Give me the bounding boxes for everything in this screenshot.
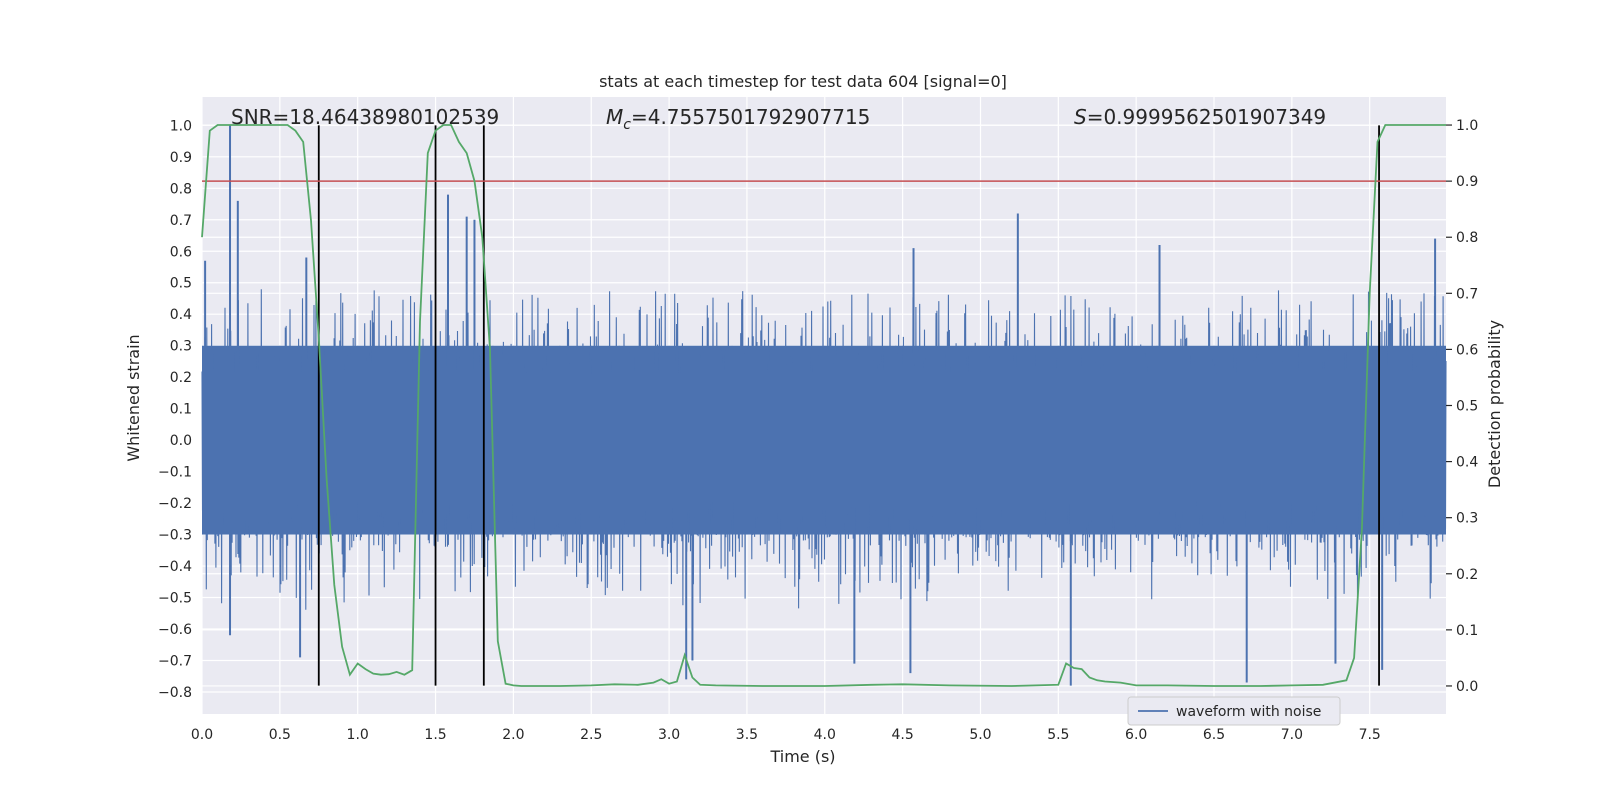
x-tick-label: 7.5 [1359,727,1381,743]
x-tick-label: 7.0 [1281,727,1303,743]
chart-title: stats at each timestep for test data 604… [599,72,1007,91]
y-tick-label: 0.8 [170,181,192,197]
y-tick-label: −0.5 [158,591,192,607]
boundary-lines [317,125,1380,686]
legend-box [1127,696,1341,726]
y-tick-label: −0.6 [158,622,192,638]
x-tick-label: 4.5 [891,727,913,743]
y-tick-label: −0.7 [158,653,192,669]
y-tick-label: −0.3 [158,528,192,544]
y2-axis-ticks: 0.0 0.1 0.2 0.3 0.4 0.5 0.6 0.7 0.8 0.9 1.0 [1446,118,1478,695]
x-tick-label: 5.5 [1047,727,1069,743]
y-axis-ticks: −0.8 −0.7 −0.6 −0.5 −0.4 −0.3 −0.2 −0.1 0.0 0.1 0.… [158,118,192,701]
y2-tick-label: 0.1 [1456,623,1478,639]
score-value: =0.9999562501907349 [1087,105,1326,129]
x-tick-label: 6.5 [1203,727,1225,743]
waveform-trace [201,289,1447,610]
y-tick-label: −0.8 [158,685,192,701]
y2-tick-label: 0.8 [1456,230,1478,246]
y2-tick-label: 0.9 [1456,174,1478,190]
score-symbol: S [1074,105,1087,129]
score-annotation: S=0.9999562501907349 [1074,105,1326,129]
x-tick-label: 6.0 [1125,727,1147,743]
y-tick-label: 0.9 [170,150,192,166]
y-tick-label: 0.4 [170,307,192,323]
chirp-mass-value: =4.7557501792907715 [631,105,870,129]
y2-axis-label: Detection probability [1485,320,1504,488]
chirp-mass-symbol: M [606,105,623,129]
y-tick-label: 0.2 [170,370,192,386]
y-tick-label: 0.6 [170,244,192,260]
y2-tick-label: 0.4 [1456,455,1478,471]
probability-line [201,124,1446,687]
y-tick-label: 0.3 [170,339,192,355]
x-tick-label: 1.5 [424,727,446,743]
x-axis-ticks: 0.0 0.5 1.0 1.5 2.0 2.5 3.0 3.5 4.0 4.5 5.0 5.5 6.0 6… [191,727,1381,743]
x-tick-label: 1.0 [347,727,369,743]
y2-tick-label: 0.7 [1456,286,1478,302]
x-tick-label: 0.5 [269,727,291,743]
x-tick-label: 0.0 [191,727,213,743]
y2-tick-label: 0.2 [1456,567,1478,583]
snr-annotation: SNR=18.46438980102539 [231,105,499,129]
y-tick-label: −0.4 [158,559,192,575]
y-tick-label: 0.0 [170,433,192,449]
waveform-series [201,125,1447,686]
x-tick-label: 2.0 [502,727,524,743]
y2-tick-label: 1.0 [1456,118,1478,134]
chirp-mass-annotation: Mc=4.7557501792907715 [606,105,870,133]
y-axis-label: Whitened strain [124,334,143,461]
y-tick-label: −0.2 [158,496,192,512]
y-tick-label: −0.1 [158,465,192,481]
x-tick-label: 3.5 [736,727,758,743]
y2-tick-label: 0.5 [1456,399,1478,415]
y-tick-label: 0.1 [170,402,192,418]
y2-tick-label: 0.3 [1456,511,1478,527]
x-tick-label: 5.0 [969,727,991,743]
chirp-mass-subscript: c [623,117,631,133]
y-tick-label: 0.7 [170,213,192,229]
y2-tick-label: 0.0 [1456,679,1478,695]
x-tick-label: 2.5 [580,727,602,743]
legend-label: waveform with noise [1176,704,1321,720]
y-tick-label: 1.0 [170,118,192,134]
y-tick-label: 0.5 [170,276,192,292]
x-tick-label: 3.0 [658,727,680,743]
legend: waveform with noise [1127,696,1341,726]
y2-tick-label: 0.6 [1456,342,1478,358]
x-tick-label: 4.0 [814,727,836,743]
x-axis-label: Time (s) [769,747,835,766]
